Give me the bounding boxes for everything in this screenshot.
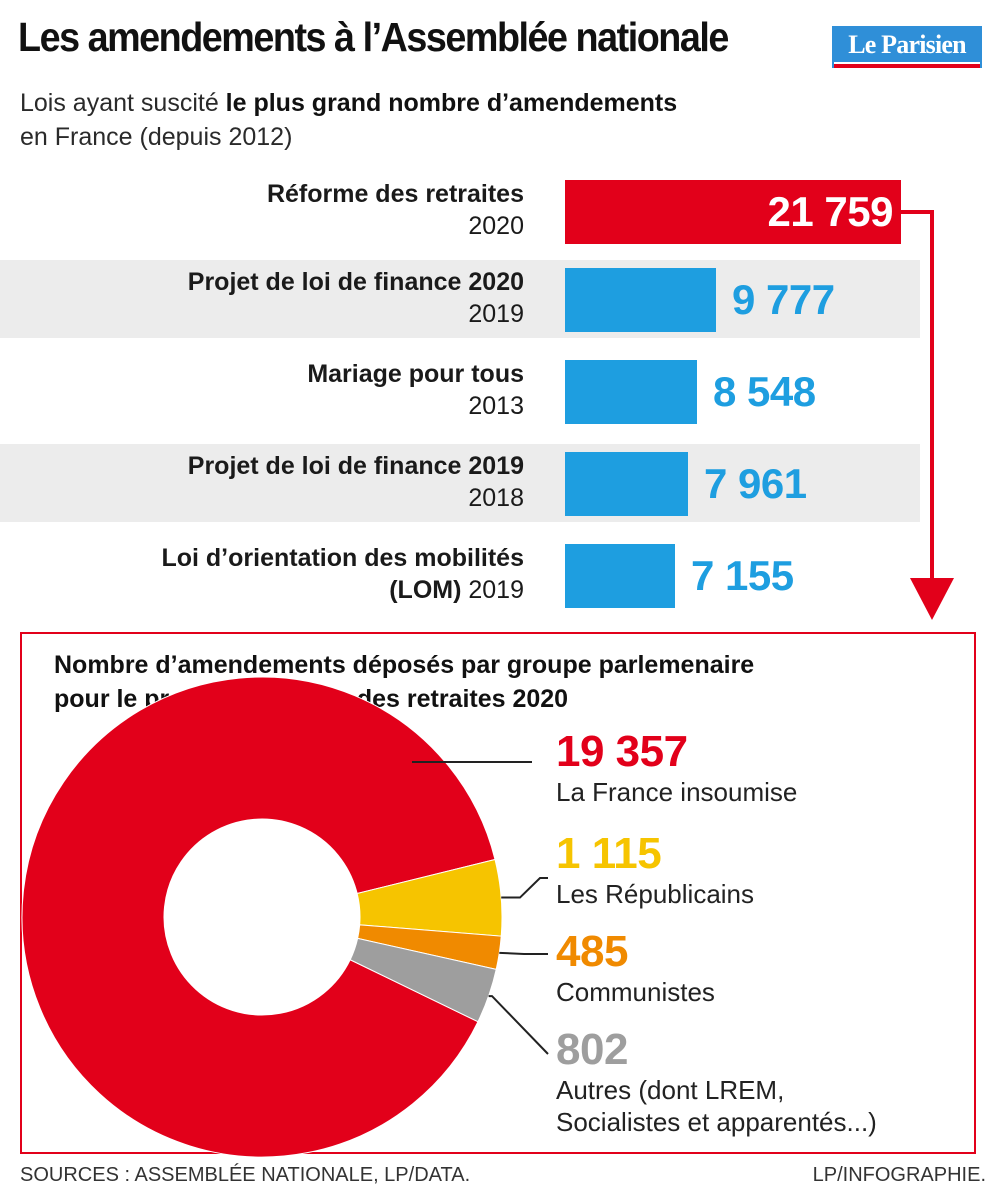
legend-item-autres: 802 Autres (dont LREM, Socialistes et ap…: [556, 1026, 877, 1138]
bar-4: [565, 452, 688, 516]
bar-year-5: 2019: [468, 576, 524, 604]
legend-value-lfi: 19 357: [556, 727, 688, 776]
arrow-head: [910, 578, 954, 620]
bar-row-1: Réforme des retraites 2020 21 759: [0, 172, 920, 250]
subtitle-intro: Lois ayant suscité: [20, 89, 226, 117]
bar-row-4: Projet de loi de finance 2019 2018 7 961: [0, 444, 920, 522]
logo-underline: [834, 64, 980, 68]
donut-chart: [21, 676, 549, 1158]
legend-label-autres: Autres (dont LREM,: [556, 1075, 785, 1105]
bar-label-1: Réforme des retraites 2020: [267, 178, 524, 242]
subtitle-bold: le plus grand nombre d’amendements: [225, 89, 678, 117]
bar-name-1: Réforme des retraites: [266, 180, 524, 208]
connector-arrow: [898, 210, 954, 620]
bar-year-4: 2018: [468, 484, 524, 512]
bar-row-3: Mariage pour tous 2013 8 548: [0, 352, 920, 430]
donut-panel: Nombre d’amendements déposés par groupe …: [20, 632, 976, 1158]
bar-label-2: Projet de loi de finance 2020 2019: [188, 266, 524, 330]
legend-label-communistes: Communistes: [556, 977, 715, 1007]
leader-line-2: [501, 877, 548, 899]
bar-value-1: 21 759: [767, 188, 894, 235]
leader-line-4: [488, 995, 549, 1055]
legend-value-lr: 1 115: [556, 829, 662, 878]
leader-line-3: [499, 951, 548, 955]
logo-text: Le Parisien: [834, 28, 980, 62]
chart-title: Les amendements à l’Assemblée nationale: [18, 14, 729, 60]
bar-name-3: Mariage pour tous: [307, 360, 524, 388]
legend-item-lfi: 19 357 La France insoumise: [556, 728, 797, 808]
subtitle-line2: en France (depuis 2012): [20, 123, 293, 151]
bar-label-4: Projet de loi de finance 2019 2018: [188, 450, 524, 514]
legend-label-lfi: La France insoumise: [556, 777, 798, 807]
donut-slice-4: [349, 937, 497, 1023]
bar-year-1: 2020: [468, 212, 524, 240]
bar-5: [565, 544, 675, 608]
bar-label-3: Mariage pour tous 2013: [307, 358, 524, 422]
legend-label-lr: Les Républicains: [556, 879, 755, 909]
bar-value-3: 8 548: [713, 368, 816, 415]
bar-1: [565, 180, 901, 244]
bar-year-3: 2013: [468, 392, 524, 420]
arrow-line: [898, 210, 934, 582]
donut-title-line1: Nombre d’amendements déposés par groupe …: [54, 651, 755, 679]
bar-name-4: Projet de loi de finance 2019: [187, 452, 524, 480]
bar-value-4: 7 961: [704, 460, 807, 507]
bar-row-5: Loi d’orientation des mobilités (LOM) 20…: [0, 536, 920, 614]
donut-slice-1: [21, 676, 496, 1158]
chart-subtitle: Lois ayant suscité le plus grand nombre …: [20, 86, 677, 154]
bar-name-5: Loi d’orientation des mobilités: [161, 544, 524, 572]
legend-item-communistes: 485 Communistes: [556, 928, 715, 1008]
bar-year-2: 2019: [468, 300, 524, 328]
bar-row-2: Projet de loi de finance 2020 2019 9 777: [0, 260, 920, 338]
legend-value-communistes: 485: [556, 927, 628, 976]
le-parisien-logo: Le Parisien: [832, 26, 982, 68]
legend-item-lr: 1 115 Les Républicains: [556, 830, 754, 910]
bar-name-2: Projet de loi de finance 2020: [187, 268, 524, 296]
bar-value-2: 9 777: [732, 276, 835, 323]
bar-value-5: 7 155: [691, 552, 794, 599]
bar-name-5b: (LOM): [389, 576, 462, 604]
bar-2: [565, 268, 716, 332]
bar-3: [565, 360, 697, 424]
legend-value-autres: 802: [556, 1025, 628, 1074]
legend-label-autres-2: Socialistes et apparentés...): [556, 1107, 877, 1137]
credit: LP/INFOGRAPHIE.: [812, 1164, 986, 1186]
sources: SOURCES : ASSEMBLÉE NATIONALE, LP/DATA.: [20, 1164, 471, 1186]
bar-label-5: Loi d’orientation des mobilités (LOM) 20…: [161, 542, 524, 606]
